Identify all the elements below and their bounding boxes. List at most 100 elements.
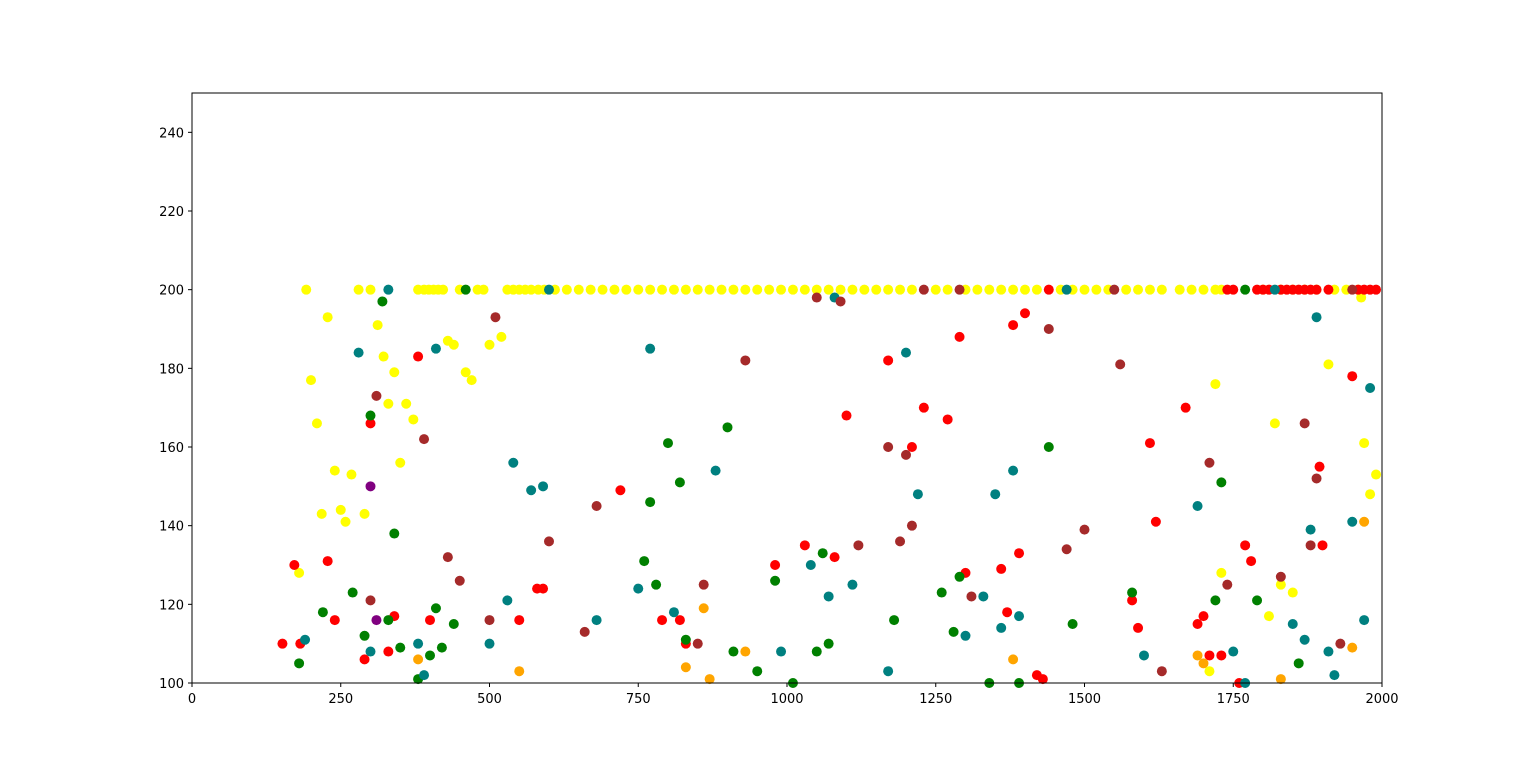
point-red-11 bbox=[514, 615, 525, 626]
point-yellow-91 bbox=[1186, 284, 1197, 295]
point-brown-28 bbox=[1156, 666, 1167, 677]
point-green-20 bbox=[680, 634, 691, 645]
point-teal-9 bbox=[508, 457, 519, 468]
point-yellow-54 bbox=[704, 284, 715, 295]
point-brown-35 bbox=[1335, 638, 1346, 649]
point-red-35 bbox=[1043, 284, 1054, 295]
point-teal-39 bbox=[1299, 634, 1310, 645]
point-yellow-68 bbox=[871, 284, 882, 295]
point-green-30 bbox=[936, 587, 947, 598]
point-green-19 bbox=[674, 477, 685, 488]
point-yellow-47 bbox=[621, 284, 632, 295]
point-yellow-73 bbox=[942, 284, 953, 295]
point-red-49 bbox=[1246, 556, 1257, 567]
point-yellow-11 bbox=[365, 284, 376, 295]
point-yellow-109 bbox=[1269, 418, 1280, 429]
point-yellow-114 bbox=[1371, 469, 1382, 480]
point-green-11 bbox=[430, 603, 441, 614]
point-green-5 bbox=[377, 296, 388, 307]
point-brown-25 bbox=[1079, 524, 1090, 535]
point-teal-42 bbox=[1323, 646, 1334, 657]
point-teal-28 bbox=[990, 489, 1001, 500]
point-teal-46 bbox=[1365, 383, 1376, 393]
plot-frame bbox=[191, 92, 1383, 684]
point-green-40 bbox=[1240, 284, 1251, 295]
point-teal-18 bbox=[776, 646, 787, 657]
point-red-38 bbox=[1144, 438, 1155, 449]
point-orange-5 bbox=[740, 646, 751, 657]
point-green-7 bbox=[389, 528, 400, 539]
point-yellow-88 bbox=[1144, 284, 1155, 295]
point-green-42 bbox=[1293, 658, 1304, 669]
point-red-13 bbox=[538, 583, 549, 594]
point-teal-1 bbox=[353, 347, 364, 358]
x-tick-label: 1000 bbox=[770, 692, 803, 707]
point-brown-4 bbox=[454, 575, 465, 586]
point-red-37 bbox=[1133, 622, 1144, 633]
point-brown-21 bbox=[954, 284, 965, 295]
point-green-21 bbox=[722, 422, 733, 433]
point-green-3 bbox=[359, 630, 370, 641]
point-orange-4 bbox=[704, 674, 715, 685]
point-red-36 bbox=[1127, 595, 1138, 606]
point-red-7 bbox=[383, 646, 394, 657]
x-tick-label: 1500 bbox=[1068, 692, 1101, 707]
point-yellow-77 bbox=[996, 284, 1007, 295]
point-yellow-51 bbox=[668, 284, 679, 295]
point-yellow-29 bbox=[466, 375, 477, 386]
point-teal-11 bbox=[538, 481, 549, 492]
point-yellow-7 bbox=[340, 516, 351, 527]
point-teal-32 bbox=[1061, 284, 1072, 295]
point-yellow-86 bbox=[1121, 284, 1132, 295]
point-teal-24 bbox=[901, 347, 911, 358]
y-axis: 100 120 140 160 180 200 220 240 bbox=[159, 126, 192, 692]
x-axis: 0 250 500 750 1000 1250 1500 1750 2000 bbox=[188, 683, 1399, 707]
point-green-27 bbox=[817, 548, 828, 559]
point-red-59 bbox=[1311, 284, 1322, 295]
point-yellow-44 bbox=[585, 284, 596, 295]
point-yellow-107 bbox=[1287, 587, 1298, 598]
point-green-6 bbox=[383, 615, 394, 626]
point-yellow-67 bbox=[859, 284, 870, 295]
point-yellow-26 bbox=[448, 339, 459, 350]
point-teal-29 bbox=[996, 622, 1007, 633]
point-red-22 bbox=[883, 355, 894, 366]
point-brown-36 bbox=[1347, 284, 1358, 295]
point-brown-17 bbox=[895, 536, 906, 547]
point-red-48 bbox=[1240, 540, 1251, 551]
point-teal-13 bbox=[591, 615, 602, 626]
point-yellow-33 bbox=[496, 331, 507, 342]
point-red-23 bbox=[906, 442, 917, 452]
point-red-5 bbox=[359, 654, 370, 665]
point-yellow-60 bbox=[776, 284, 787, 295]
point-green-41 bbox=[1252, 595, 1263, 606]
point-green-23 bbox=[752, 666, 763, 677]
point-yellow-72 bbox=[930, 284, 941, 295]
point-brown-12 bbox=[740, 355, 751, 366]
point-red-24 bbox=[918, 402, 929, 413]
x-tick-label: 1750 bbox=[1217, 692, 1250, 707]
point-brown-34 bbox=[1311, 473, 1322, 484]
point-red-3 bbox=[322, 556, 333, 567]
point-teal-15 bbox=[645, 343, 656, 354]
point-yellow-6 bbox=[335, 504, 346, 515]
point-yellow-8 bbox=[346, 469, 357, 480]
x-tick-label: 1250 bbox=[919, 692, 952, 707]
point-yellow-111 bbox=[1356, 292, 1367, 303]
point-red-40 bbox=[1180, 402, 1191, 413]
point-red-32 bbox=[1020, 308, 1030, 319]
point-teal-43 bbox=[1329, 670, 1340, 681]
point-yellow-112 bbox=[1359, 438, 1370, 449]
point-red-31 bbox=[1014, 548, 1025, 559]
point-yellow-5 bbox=[329, 465, 340, 476]
point-green-12 bbox=[436, 642, 447, 653]
point-brown-31 bbox=[1275, 571, 1286, 582]
point-teal-45 bbox=[1359, 615, 1370, 626]
point-teal-8 bbox=[502, 595, 513, 606]
y-tick-label: 240 bbox=[159, 126, 184, 141]
point-red-20 bbox=[829, 552, 840, 563]
point-red-14 bbox=[615, 485, 626, 496]
point-brown-10 bbox=[692, 638, 703, 649]
point-brown-6 bbox=[490, 312, 501, 323]
point-yellow-1 bbox=[306, 375, 316, 386]
